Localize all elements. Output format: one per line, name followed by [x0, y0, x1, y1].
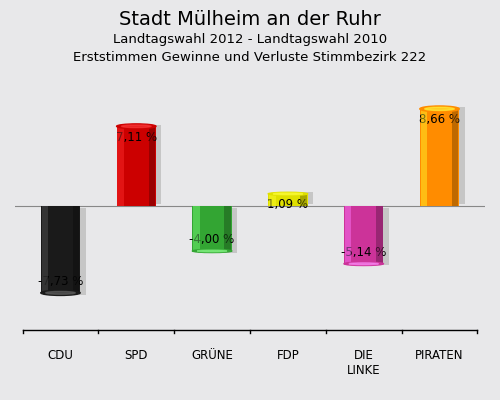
Bar	[42, 206, 48, 293]
Bar	[345, 206, 352, 264]
Bar	[274, 192, 313, 204]
Bar	[193, 206, 200, 251]
Bar	[452, 109, 458, 206]
Bar	[420, 109, 428, 206]
Ellipse shape	[192, 250, 232, 252]
Text: -4,00 %: -4,00 %	[190, 234, 234, 246]
Bar	[198, 208, 237, 253]
Bar	[118, 126, 124, 206]
Bar	[420, 109, 459, 206]
Bar	[376, 206, 382, 264]
Ellipse shape	[198, 250, 227, 252]
Text: 8,66 %: 8,66 %	[419, 113, 460, 126]
Bar	[344, 206, 384, 264]
Text: Landtagswahl 2012 - Landtagswahl 2010: Landtagswahl 2012 - Landtagswahl 2010	[113, 33, 387, 46]
Bar	[116, 126, 156, 206]
Ellipse shape	[349, 263, 378, 265]
Text: 7,11 %: 7,11 %	[116, 131, 157, 144]
Ellipse shape	[268, 192, 308, 196]
Ellipse shape	[122, 125, 151, 128]
Bar	[268, 194, 308, 206]
Bar	[350, 208, 389, 266]
Bar	[148, 126, 155, 206]
Ellipse shape	[273, 193, 302, 195]
Bar	[72, 206, 80, 293]
Bar	[41, 206, 80, 293]
Ellipse shape	[116, 124, 156, 129]
Bar	[224, 206, 231, 251]
Ellipse shape	[46, 292, 76, 294]
Bar	[192, 206, 232, 251]
Ellipse shape	[41, 290, 80, 296]
Ellipse shape	[420, 106, 459, 112]
Bar	[269, 194, 276, 206]
Bar	[300, 194, 307, 206]
Ellipse shape	[424, 107, 454, 110]
Text: Stadt Mülheim an der Ruhr: Stadt Mülheim an der Ruhr	[119, 10, 381, 29]
Text: 1,09 %: 1,09 %	[268, 198, 308, 211]
Text: -5,14 %: -5,14 %	[341, 246, 386, 259]
Text: -7,73 %: -7,73 %	[38, 275, 83, 288]
Ellipse shape	[344, 262, 384, 266]
Bar	[425, 107, 465, 204]
Bar	[122, 124, 162, 204]
Bar	[46, 208, 86, 294]
Text: Erststimmen Gewinne und Verluste Stimmbezirk 222: Erststimmen Gewinne und Verluste Stimmbe…	[74, 51, 426, 64]
